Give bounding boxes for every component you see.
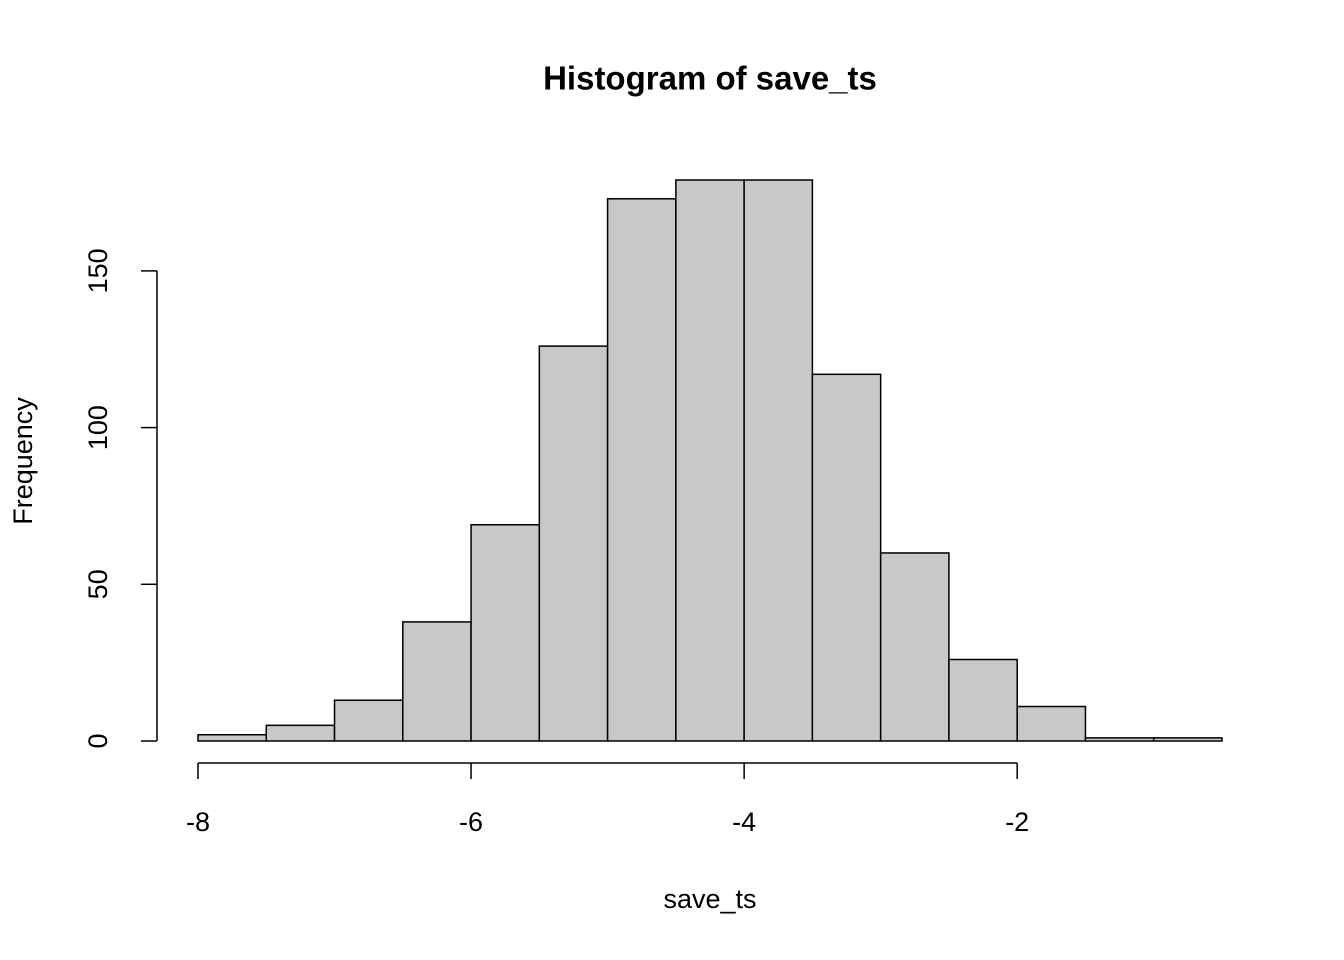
bar [1016,705,1087,742]
y-axis-label: Frequency [8,397,38,525]
x-tick-label: -4 [732,807,756,837]
y-tick-label: 50 [83,569,113,599]
x-tick-label: -2 [1005,807,1029,837]
chart-title: Histogram of save_ts [543,60,877,97]
bar [743,179,814,742]
y-tick-label: 150 [83,248,113,293]
bar [402,621,472,742]
bar [197,733,268,742]
bar [470,523,541,742]
bar [1084,737,1155,742]
y-tick-label: 100 [83,405,113,450]
bar [948,658,1018,742]
x-tick-label: -6 [459,807,483,837]
bar [606,198,677,742]
x-axis-label: save_ts [663,884,756,914]
x-tick-label: -8 [186,807,210,837]
bar [1152,737,1223,742]
bar [811,373,882,742]
bar [675,179,745,742]
bar [879,552,950,742]
bar [333,699,404,742]
bar [538,345,609,742]
y-tick-label: 0 [83,733,113,748]
bar [265,724,336,742]
